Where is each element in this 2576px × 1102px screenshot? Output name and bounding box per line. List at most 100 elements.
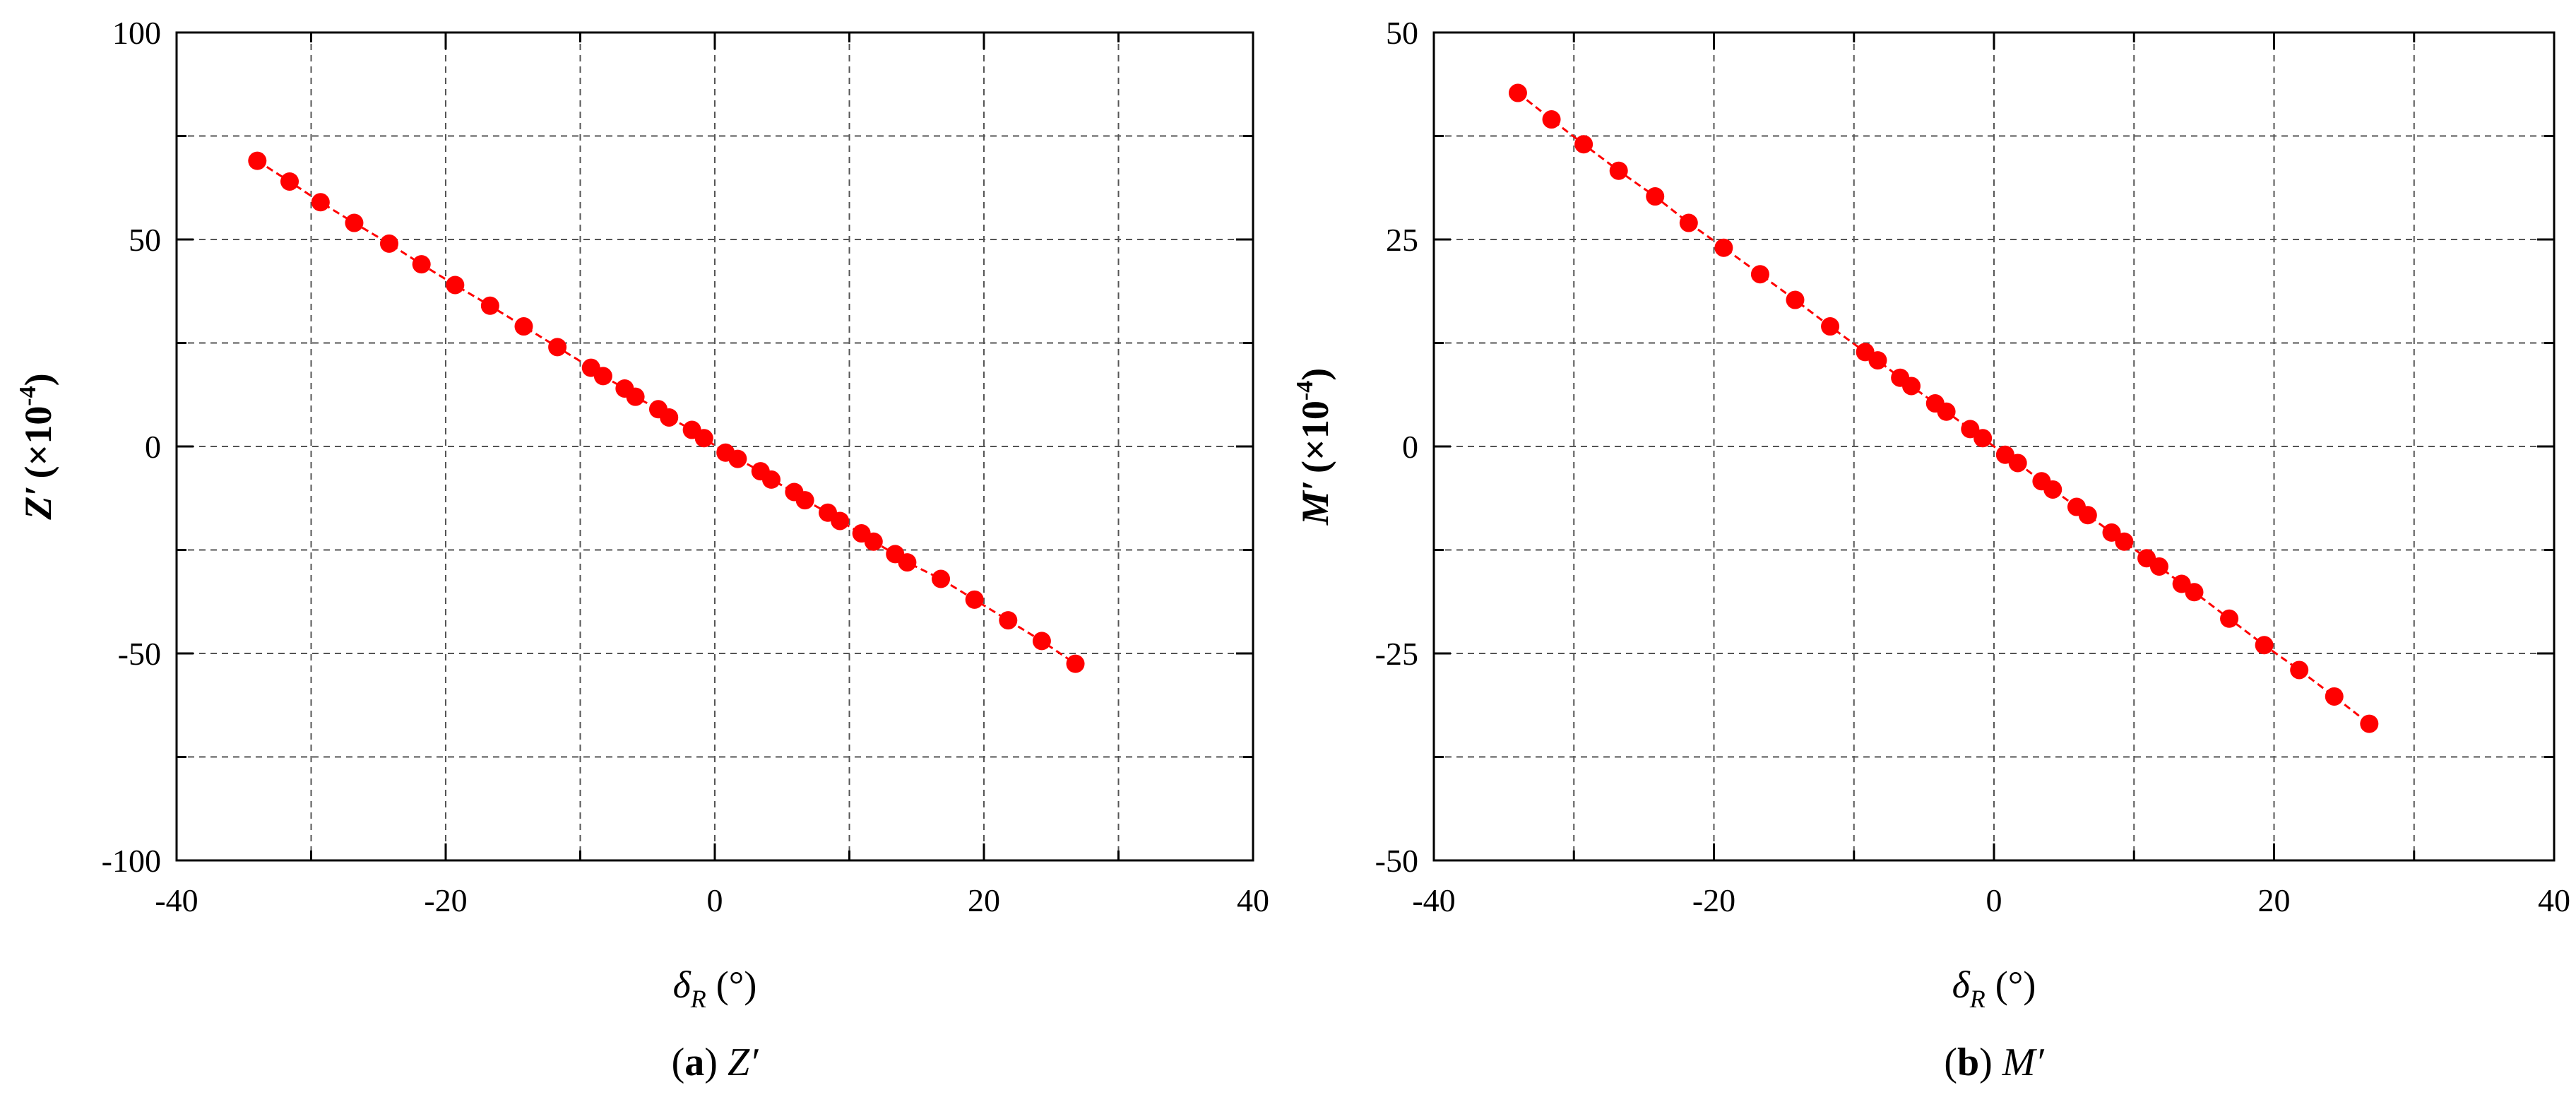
data-point <box>762 470 781 489</box>
data-point <box>898 553 917 572</box>
data-point <box>1032 632 1051 651</box>
data-point <box>1066 654 1085 673</box>
data-point <box>412 255 431 274</box>
y-tick-label: 50 <box>1386 15 1418 51</box>
x-tick-label: -40 <box>1412 882 1455 918</box>
data-point <box>2008 454 2027 473</box>
x-axis-unit: (°) <box>1995 964 2036 1006</box>
x-axis-unit: (°) <box>716 964 757 1006</box>
data-point <box>2255 636 2274 655</box>
x-tick-label: 40 <box>2538 882 2570 918</box>
y-tick-label: -50 <box>118 636 161 672</box>
data-point <box>626 387 645 406</box>
y-axis-title: M′ (×10-4) <box>1292 368 1336 526</box>
data-point <box>514 317 533 336</box>
data-point <box>593 367 612 386</box>
x-tick-label: -40 <box>155 882 198 918</box>
data-point <box>2043 480 2062 499</box>
data-point <box>932 569 951 588</box>
x-tick-label: 20 <box>968 882 1000 918</box>
data-point <box>2078 506 2097 525</box>
data-point <box>1508 83 1527 102</box>
x-axis-title: δR (°) <box>673 964 757 1013</box>
y-axis-exponent: -4 <box>15 386 41 405</box>
panel-caption: (a) Z′ <box>672 1041 759 1084</box>
data-point <box>2149 557 2168 576</box>
y-tick-label: -25 <box>1375 636 1418 672</box>
data-point <box>345 213 364 232</box>
panel-label: a <box>684 1041 704 1084</box>
y-axis-unit: (×10 <box>17 406 59 479</box>
data-point <box>280 172 299 191</box>
chart-panel-a: -40 -20 0 20 40 -100 -50 0 50 100 δR (°) Z′ (×10-4) (a… <box>15 15 1269 1084</box>
data-point <box>2290 660 2309 680</box>
data-point <box>1937 402 1956 421</box>
panel-caption-symbol: M′ <box>2002 1041 2045 1084</box>
data-point <box>2220 609 2239 628</box>
data-point <box>1821 317 1840 336</box>
y-tick-label: 25 <box>1386 222 1418 258</box>
x-tick-label: -20 <box>424 882 467 918</box>
data-point <box>1574 135 1593 154</box>
x-tick-label: -20 <box>1692 882 1735 918</box>
y-tick-label: 0 <box>1402 429 1418 465</box>
data-point <box>1679 213 1698 232</box>
data-point <box>1961 420 1980 439</box>
x-tick-label: 0 <box>707 882 723 918</box>
data-point <box>1714 238 1733 257</box>
data-point <box>1902 377 1921 396</box>
x-tick-label: 20 <box>2258 882 2291 918</box>
data-point <box>2102 523 2121 542</box>
data-point <box>2115 532 2134 551</box>
x-axis-symbol: δ <box>1952 964 1971 1006</box>
chart-panel-b: -40 -20 0 20 40 -50 -25 0 25 50 δR (°) M′ (×10-4) (b) … <box>1292 15 2570 1084</box>
data-point <box>2185 583 2204 602</box>
data-point <box>965 590 984 609</box>
data-point <box>1868 351 1887 370</box>
data-point <box>999 611 1018 630</box>
tick-marks <box>1432 31 2556 862</box>
y-tick-label: 50 <box>129 222 161 258</box>
y-tick-label: -50 <box>1375 843 1418 879</box>
y-axis-symbol: Z′ <box>17 485 59 520</box>
grid-lines <box>177 32 1253 860</box>
y-axis-exponent: -4 <box>1292 381 1318 401</box>
data-point <box>446 276 465 295</box>
data-point <box>795 491 814 510</box>
panel-label: b <box>1957 1041 1979 1084</box>
data-point <box>1786 290 1805 309</box>
y-axis-unit-close: ) <box>1294 368 1336 381</box>
data-point <box>1542 110 1561 129</box>
x-axis-symbol: δ <box>673 964 692 1006</box>
data-point <box>694 429 713 448</box>
data-point <box>831 511 850 531</box>
data-point <box>1609 161 1628 180</box>
x-tick-label: 0 <box>1986 882 2002 918</box>
data-point <box>2325 687 2344 706</box>
data-point <box>728 449 747 468</box>
data-point <box>1973 429 1993 448</box>
data-point <box>1646 187 1665 206</box>
y-tick-label: 0 <box>145 429 161 465</box>
data-point <box>548 338 567 357</box>
data-point <box>379 234 398 253</box>
y-axis-title: Z′ (×10-4) <box>15 373 59 520</box>
data-point <box>248 151 267 170</box>
y-tick-label: 100 <box>112 15 161 51</box>
data-point <box>2360 714 2379 733</box>
tick-marks <box>175 31 1254 862</box>
data-point <box>480 296 499 315</box>
y-axis-symbol: M′ <box>1294 480 1336 526</box>
y-tick-label: -100 <box>102 843 161 879</box>
panel-caption: (b) M′ <box>1944 1041 2044 1084</box>
y-axis-unit: (×10 <box>1294 401 1336 473</box>
data-point <box>864 532 883 551</box>
data-point <box>311 193 330 212</box>
x-axis-subscript: R <box>690 985 706 1013</box>
x-tick-label: 40 <box>1237 882 1269 918</box>
data-point <box>660 408 679 427</box>
x-axis-subscript: R <box>1969 985 1986 1013</box>
y-axis-unit-close: ) <box>17 373 59 386</box>
x-axis-title: δR (°) <box>1952 964 2036 1013</box>
